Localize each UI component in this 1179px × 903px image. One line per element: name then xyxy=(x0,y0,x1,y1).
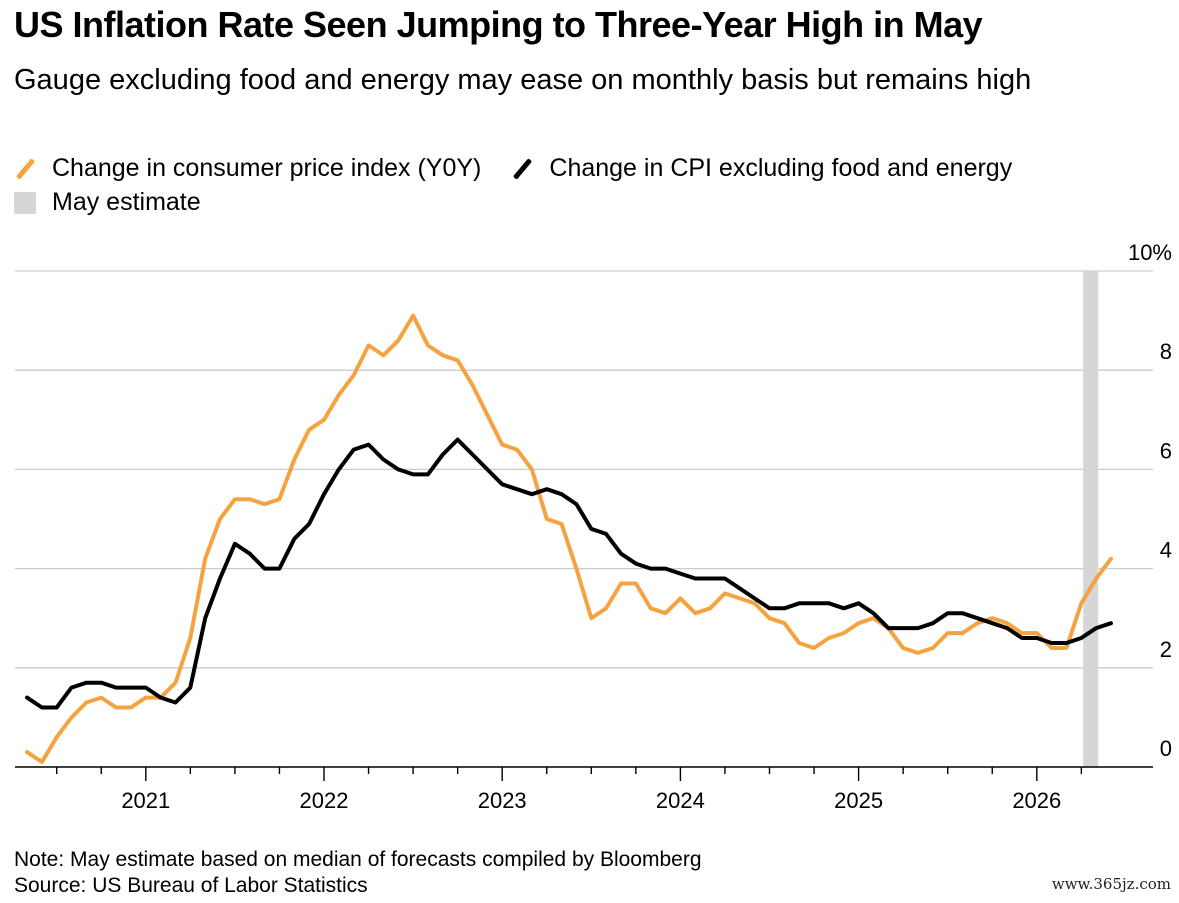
series-lines xyxy=(25,313,1113,764)
series-line-core xyxy=(25,437,1113,710)
watermark: www.365jz.com xyxy=(1051,875,1171,893)
chart-note: Note: May estimate based on median of fo… xyxy=(14,848,702,871)
y-axis-labels: 0 2 4 6 8 10% xyxy=(1128,240,1172,761)
legend-label-estimate: May estimate xyxy=(52,188,201,216)
legend-label-cpi: Change in consumer price index (Y0Y) xyxy=(52,154,482,182)
legend-item-cpi: Change in consumer price index (Y0Y) xyxy=(14,154,481,183)
y-tick-label: 4 xyxy=(1160,538,1172,563)
y-tick-label: 2 xyxy=(1160,637,1172,662)
y-tick-label: 8 xyxy=(1160,339,1172,364)
x-tick-label: 2024 xyxy=(656,788,705,813)
legend-second-row: May estimate xyxy=(14,188,231,217)
y-tick-label: 0 xyxy=(1160,736,1172,761)
x-tick-label: 2021 xyxy=(121,788,170,813)
legend-marker-estimate xyxy=(14,191,36,214)
gridlines xyxy=(15,270,1153,669)
estimate-band xyxy=(1083,271,1099,767)
legend-label-core: Change in CPI excluding food and energy xyxy=(549,154,1013,182)
legend-item-estimate: May estimate xyxy=(14,188,201,217)
x-axis: 2021 2022 2023 2024 2025 2026 xyxy=(15,766,1153,813)
chart-subtitle: Gauge excluding food and energy may ease… xyxy=(14,64,1032,96)
chart-source: Source: US Bureau of Labor Statistics xyxy=(14,874,368,897)
legend: Change in consumer price index (Y0Y) Cha… xyxy=(14,154,1042,183)
y-tick-label: 6 xyxy=(1160,438,1172,463)
x-tick-label: 2022 xyxy=(300,788,349,813)
x-tick-label: 2023 xyxy=(478,788,527,813)
legend-item-core: Change in CPI excluding food and energy xyxy=(511,154,1012,183)
chart-title: US Inflation Rate Seen Jumping to Three-… xyxy=(14,4,983,45)
x-tick-label: 2025 xyxy=(834,788,883,813)
estimate-band-rect xyxy=(1083,271,1099,767)
y-tick-label: 10% xyxy=(1128,240,1172,265)
x-tick-label: 2026 xyxy=(1012,788,1061,813)
series-line-cpi xyxy=(25,313,1113,764)
